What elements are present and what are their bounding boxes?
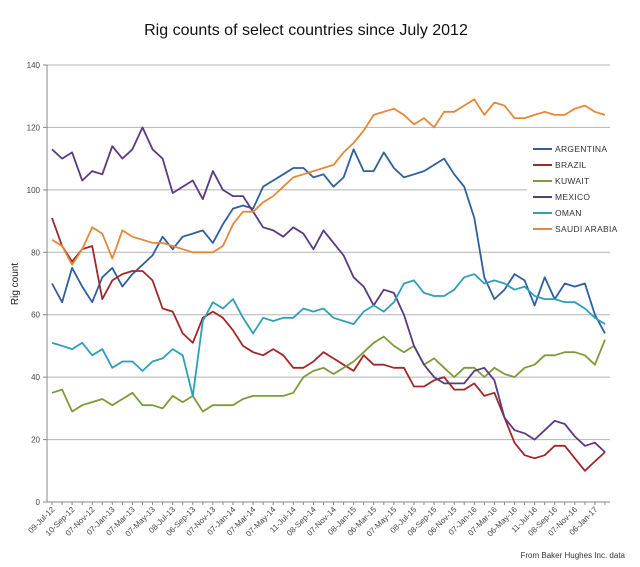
legend-label: BRAZIL [555, 160, 587, 170]
y-tick-label: 120 [27, 123, 41, 132]
legend: ARGENTINA BRAZIL KUWAIT MEXICO OMAN SAUDI ARA… [527, 140, 627, 238]
source-note: From Baker Hughes Inc. data [521, 551, 626, 560]
y-tick-label: 80 [31, 248, 40, 257]
legend-label: KUWAIT [555, 176, 590, 186]
series-line-argentina [51, 148, 606, 334]
y-tick-labels: 0 20 40 60 80 100 120 140 [27, 61, 41, 507]
legend-label: ARGENTINA [555, 144, 607, 154]
legend-background [527, 140, 627, 238]
series-line-brazil [51, 217, 606, 472]
legend-label: MEXICO [555, 192, 590, 202]
gridlines [43, 64, 610, 505]
series-line-mexico [51, 126, 606, 453]
y-tick-label: 40 [31, 373, 40, 382]
y-axis-label: Rig count [10, 263, 21, 305]
legend-label: OMAN [555, 208, 582, 218]
series-lines [51, 98, 606, 472]
y-tick-label: 100 [27, 186, 41, 195]
x-tick-labels: 09-Jul-1210-Sep-1207-Nov-1207-Jan-1307-M… [26, 505, 599, 539]
chart-title: Rig counts of select countries since Jul… [144, 22, 468, 39]
y-tick-label: 140 [27, 61, 41, 70]
series-line-oman [51, 273, 606, 397]
legend-label: SAUDI ARABIA [555, 224, 618, 234]
y-tick-label: 60 [31, 311, 40, 320]
y-tick-label: 20 [31, 436, 40, 445]
y-tick-label: 0 [36, 498, 41, 507]
series-line-saudi-arabia [51, 98, 606, 266]
series-line-kuwait [51, 335, 606, 413]
